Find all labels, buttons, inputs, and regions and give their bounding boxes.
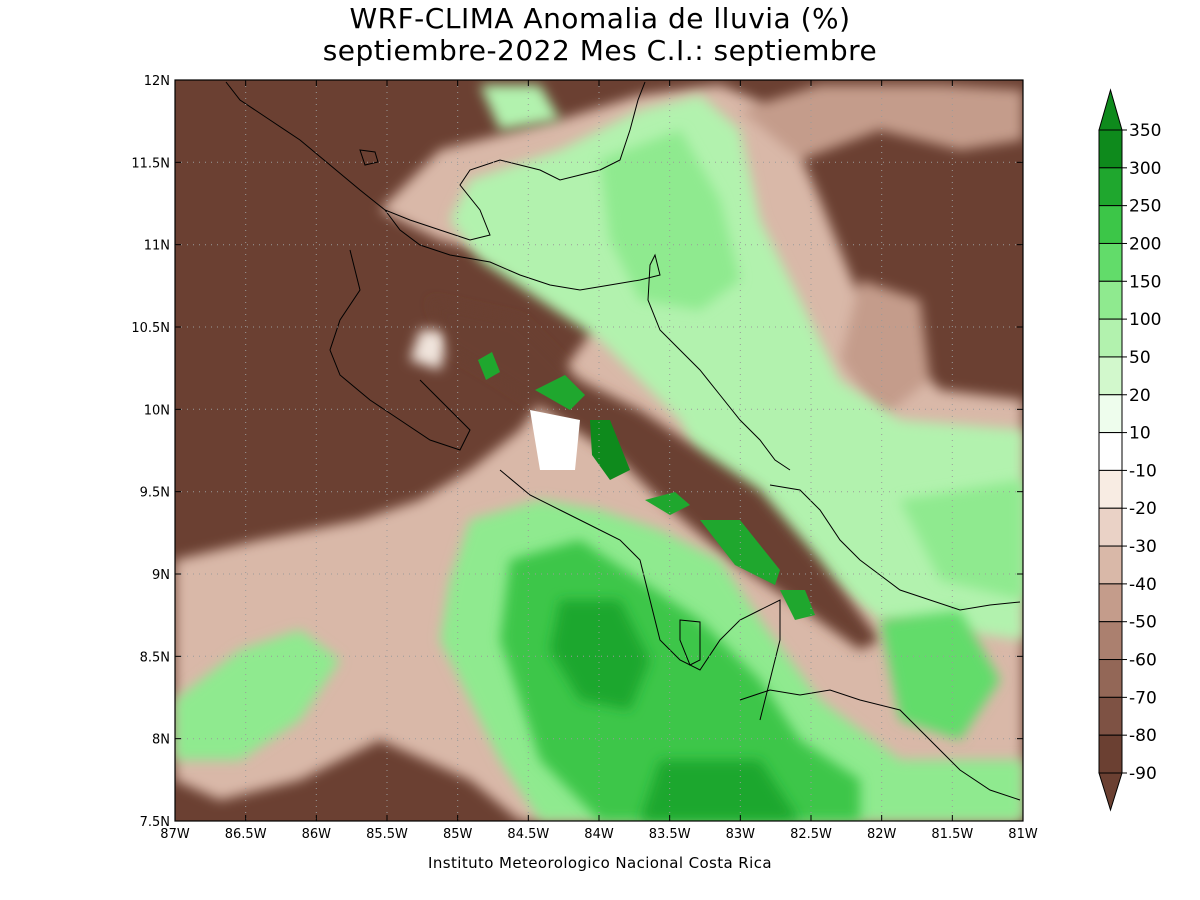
anomaly-field (175, 80, 1023, 821)
x-tick-label: 86.5W (225, 827, 267, 842)
colorbar-label: 100 (1129, 310, 1161, 330)
x-tick-label: 83.5W (649, 827, 691, 842)
colorbar-swatch (1098, 167, 1123, 207)
colorbar-swatch (1098, 583, 1123, 623)
coastline (225, 81, 1021, 801)
colorbar-label: -50 (1129, 613, 1157, 633)
y-tick-label: 8N (152, 733, 170, 748)
map-title-line2: septiembre-2022 Mes C.I.: septiembre (322, 34, 878, 67)
colorbar-swatch (1098, 734, 1123, 774)
x-tick-label: 87W (160, 827, 190, 842)
colorbar-swatch (1098, 659, 1123, 698)
x-tick-label: 84W (584, 827, 614, 842)
x-tick-label: 81.5W (931, 827, 973, 842)
colorbar-label: 20 (1129, 386, 1151, 406)
colorbar-label: -10 (1129, 461, 1157, 481)
x-tick-label: 86W (302, 827, 332, 842)
colorbar-label: -80 (1129, 726, 1157, 746)
y-axis: 12N 11.5N 11N 10.5N 10N 9.5N 9N 8.5N 8N 7.5N (131, 74, 1023, 830)
colorbar-label: 200 (1129, 234, 1161, 254)
colorbar-swatch (1098, 432, 1123, 471)
colorbar-swatch (1098, 205, 1123, 244)
credit-text: Instituto Meteorologico Nacional Costa R… (428, 854, 772, 872)
colorbar-swatch (1098, 356, 1123, 396)
colorbar-max-arrow (1098, 88, 1123, 131)
colorbar-label: -70 (1129, 688, 1157, 708)
y-tick-label: 9N (152, 568, 170, 583)
x-tick-label: 83W (726, 827, 756, 842)
x-axis: 87W 86.5W 86W 85.5W 85W 84.5W 84W 83.5W 83W 82.5W… (160, 80, 1038, 842)
colorbar-swatch (1098, 280, 1123, 320)
y-tick-label: 11.5N (131, 156, 170, 171)
y-tick-label: 11N (144, 239, 170, 254)
y-tick-label: 12N (144, 74, 170, 89)
colorbar-swatch (1098, 507, 1123, 547)
x-tick-label: 85W (443, 827, 473, 842)
colorbar-label: -40 (1129, 575, 1157, 595)
y-tick-label: 8.5N (140, 650, 170, 665)
x-tick-label: 82.5W (790, 827, 832, 842)
map-title-line1: WRF-CLIMA Anomalia de lluvia (%) (349, 2, 851, 35)
x-tick-label: 84.5W (507, 827, 549, 842)
colorbar-swatch (1098, 318, 1123, 358)
colorbar-legend: 350 300 250 200 150 100 50 20 10 -10 -20 -30 -40 -50 -… (1098, 88, 1161, 812)
colorbar-label: 300 (1129, 159, 1161, 179)
colorbar-swatch (1098, 545, 1123, 585)
colorbar-swatch (1098, 469, 1123, 509)
y-tick-label: 7.5N (140, 815, 170, 830)
colorbar-swatch (1098, 242, 1123, 282)
y-tick-label: 9.5N (140, 486, 170, 501)
colorbar-label: 350 (1129, 121, 1161, 141)
colorbar-swatch (1098, 394, 1123, 434)
colorbar-label: 150 (1129, 272, 1161, 292)
colorbar-label: -30 (1129, 537, 1157, 557)
x-tick-label: 85.5W (366, 827, 408, 842)
colorbar-swatch (1098, 129, 1123, 169)
colorbar-label: 250 (1129, 197, 1161, 217)
y-tick-label: 10.5N (131, 321, 170, 336)
colorbar-label: 50 (1129, 348, 1151, 368)
colorbar-swatch (1098, 621, 1123, 661)
colorbar-label: -20 (1129, 499, 1157, 519)
x-tick-label: 82W (867, 827, 897, 842)
y-tick-label: 10N (144, 403, 170, 418)
colorbar-label: -90 (1129, 764, 1157, 784)
x-tick-label: 81W (1008, 827, 1038, 842)
colorbar-min-arrow (1098, 772, 1123, 812)
colorbar-swatch (1098, 696, 1123, 736)
colorbar-label: -60 (1129, 651, 1157, 671)
colorbar-label: 10 (1129, 424, 1151, 444)
